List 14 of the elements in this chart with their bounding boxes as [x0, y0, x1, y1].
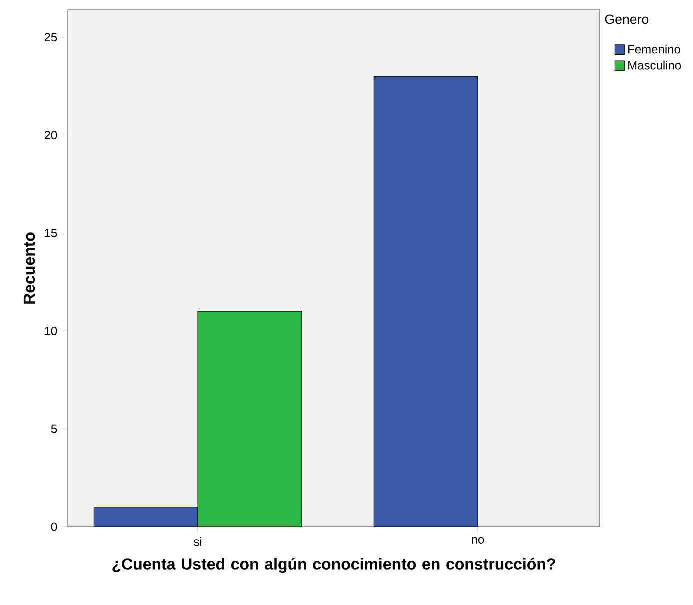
legend-label: Masculino: [628, 60, 682, 70]
legend-label: Femenino: [628, 44, 680, 54]
y-tick-label: 20: [44, 131, 58, 140]
y-tick-label: 10: [45, 326, 58, 336]
x-tick-label: si: [194, 537, 202, 546]
y-axis-title: Recuento: [24, 232, 36, 304]
legend-title: Genero: [605, 14, 649, 24]
y-tick-label: 15: [45, 229, 58, 238]
y-tick-label: 0: [51, 522, 58, 532]
x-tick-label: no: [472, 537, 484, 544]
y-tick-label: 25: [44, 33, 58, 42]
x-axis-title: ¿Cuenta Usted con algún conocimiento en construcción?: [112, 558, 556, 574]
y-tick-label: 5: [51, 424, 58, 434]
bar: [374, 76, 478, 527]
